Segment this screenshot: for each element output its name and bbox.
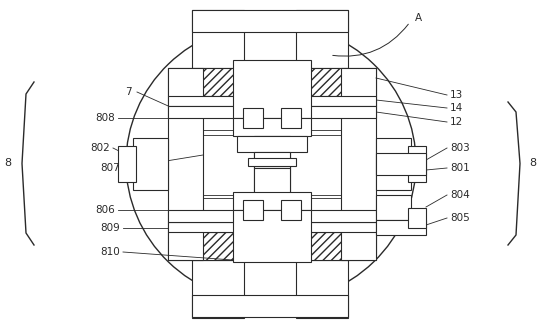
Bar	[233, 192, 311, 210]
Text: 801: 801	[450, 163, 470, 173]
Text: 803: 803	[450, 143, 470, 153]
Bar	[281, 108, 301, 128]
Bar	[254, 152, 290, 168]
Bar	[233, 60, 311, 118]
Text: 8: 8	[4, 158, 11, 168]
Bar	[254, 168, 290, 224]
Text: 806: 806	[95, 205, 115, 215]
Bar	[254, 136, 290, 192]
Text: 805: 805	[450, 213, 470, 223]
Bar	[168, 96, 376, 106]
Bar	[376, 153, 426, 175]
Bar	[168, 68, 376, 96]
Bar	[243, 200, 263, 220]
Bar	[168, 68, 203, 260]
Bar	[168, 210, 376, 222]
Text: 13: 13	[450, 90, 463, 100]
Bar	[168, 106, 376, 118]
Bar	[192, 10, 244, 68]
Text: 12: 12	[450, 117, 463, 127]
Bar	[237, 136, 307, 152]
Bar	[376, 195, 411, 220]
Bar	[243, 108, 263, 128]
Bar	[192, 295, 348, 317]
Text: 14: 14	[450, 103, 463, 113]
Bar	[233, 210, 311, 262]
Text: A: A	[415, 13, 422, 23]
Text: 808: 808	[95, 113, 115, 123]
Text: 810: 810	[100, 247, 120, 257]
Text: 809: 809	[100, 223, 120, 233]
Bar	[281, 200, 301, 220]
Text: 7: 7	[125, 87, 132, 97]
Text: 807: 807	[100, 163, 120, 173]
Bar	[192, 10, 348, 32]
Bar	[296, 260, 348, 318]
Bar	[233, 118, 311, 136]
Bar	[296, 10, 348, 68]
Text: 804: 804	[450, 190, 470, 200]
Text: 8: 8	[530, 158, 537, 168]
Bar	[376, 220, 426, 235]
Bar	[408, 208, 426, 228]
Bar	[168, 222, 376, 232]
Text: 802: 802	[91, 143, 110, 153]
Bar	[341, 68, 376, 260]
Bar	[133, 138, 168, 190]
Bar	[118, 146, 136, 182]
Bar	[168, 232, 376, 260]
Bar	[248, 158, 296, 166]
Bar	[408, 146, 426, 182]
Bar	[376, 138, 411, 190]
Bar	[192, 260, 244, 318]
